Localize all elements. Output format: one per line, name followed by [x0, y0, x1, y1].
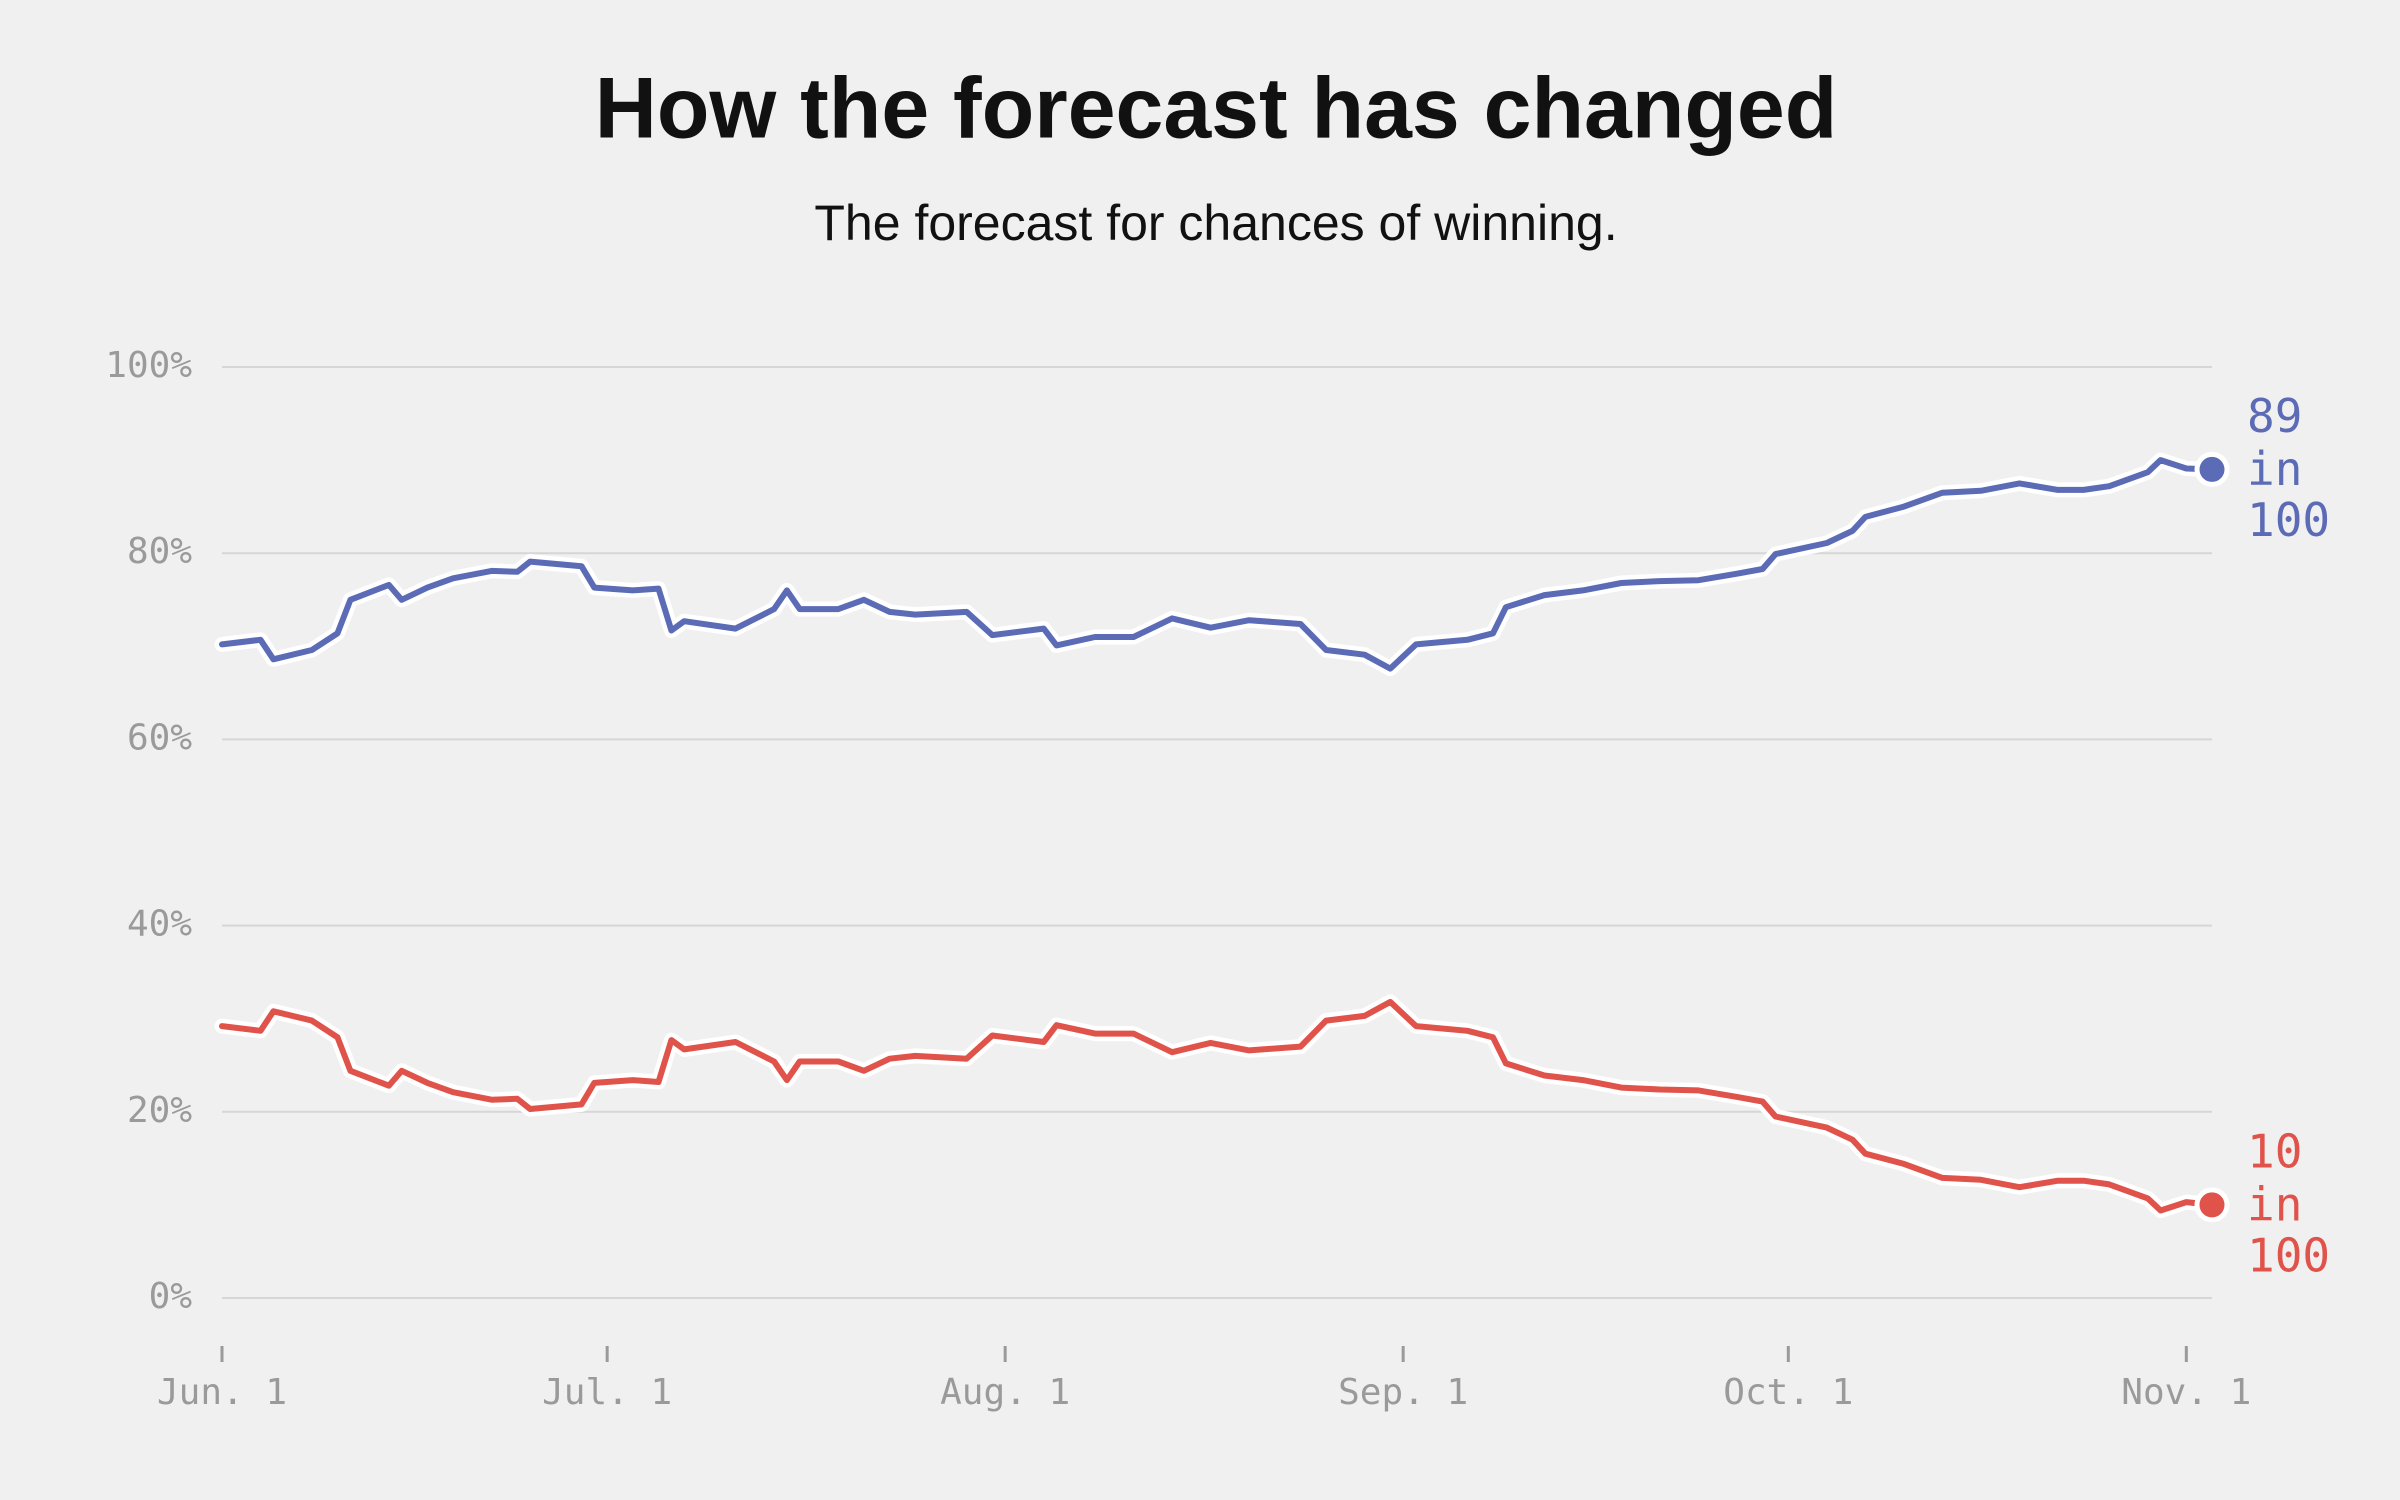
y-tick-label: 100%: [105, 345, 192, 386]
y-tick-label: 20%: [127, 1090, 192, 1131]
y-tick-label: 0%: [149, 1276, 193, 1317]
end-label: 100: [2247, 1228, 2330, 1282]
end-dot: [2194, 1187, 2230, 1223]
line: [219, 457, 2215, 672]
end-label: 100: [2247, 493, 2330, 547]
y-tick-label: 40%: [127, 904, 192, 945]
x-tick-label: Jun. 1: [157, 1372, 287, 1413]
line: [219, 998, 2215, 1214]
x-tick-label: Jul. 1: [542, 1372, 672, 1413]
x-tick-label: Aug. 1: [940, 1372, 1070, 1413]
chart-subtitle: The forecast for chances of winning.: [814, 195, 1617, 251]
y-tick-label: 60%: [127, 717, 192, 758]
chart-title: How the forecast has changed: [595, 61, 1838, 157]
end-label: 10: [2247, 1124, 2302, 1178]
end-dot: [2194, 451, 2230, 487]
x-tick-label: Sep. 1: [1338, 1372, 1468, 1413]
y-tick-label: 80%: [127, 531, 192, 572]
x-tick-label: Nov. 1: [2121, 1372, 2251, 1413]
end-label: in: [2247, 442, 2302, 496]
x-tick-label: Oct. 1: [1723, 1372, 1853, 1413]
end-label: in: [2247, 1177, 2302, 1231]
end-label: 89: [2247, 389, 2302, 443]
